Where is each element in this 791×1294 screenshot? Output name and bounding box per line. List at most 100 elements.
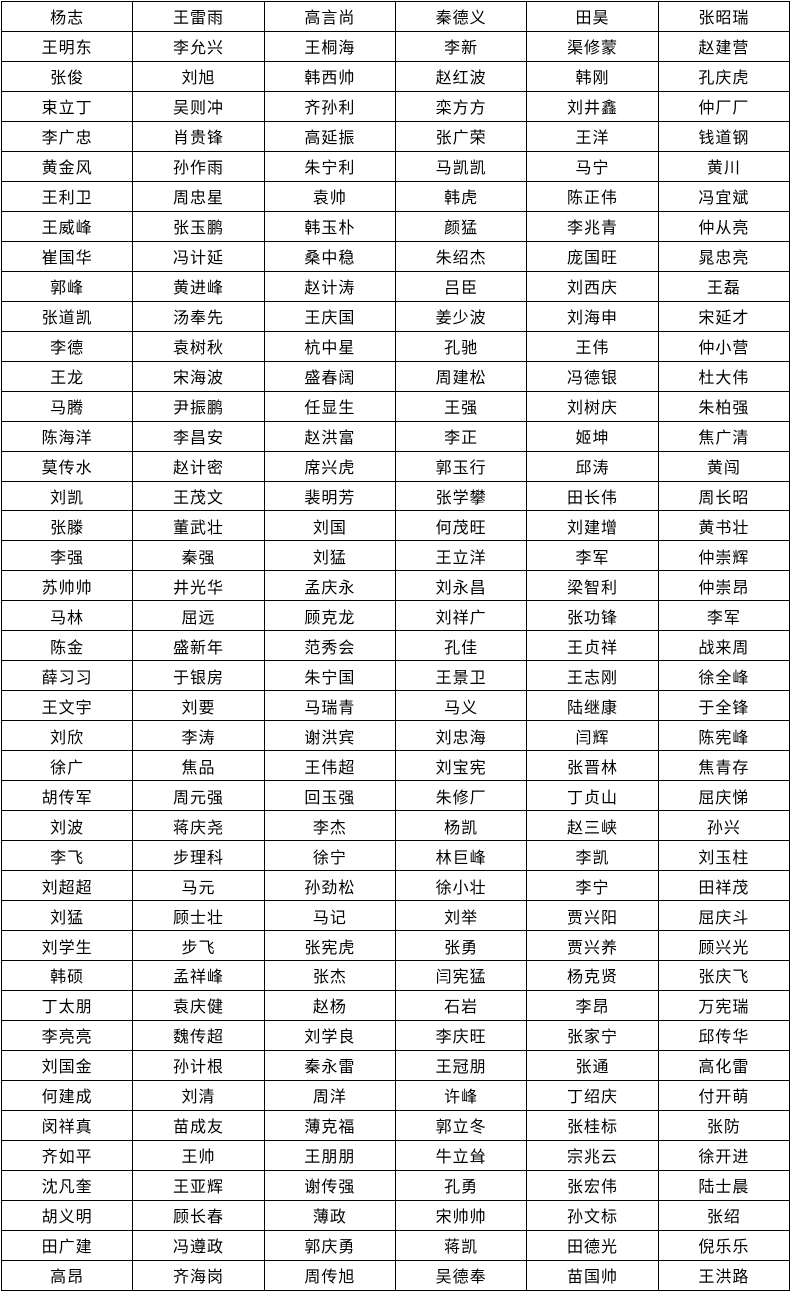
name-cell: 张广荣 xyxy=(394,120,528,152)
name-cell: 李新 xyxy=(394,30,528,62)
table-row: 沈凡奎 王亚辉 谢传强 孔勇 张宏伟 陆士晨 xyxy=(0,1169,791,1201)
name-cell: 谢传强 xyxy=(263,1169,396,1201)
name-cell: 郭峰 xyxy=(0,270,134,302)
name-cell: 徐宁 xyxy=(263,840,396,872)
name-cell: 韩虎 xyxy=(394,180,528,212)
name-cell: 张玉鹏 xyxy=(132,210,265,242)
name-cell: 朱宁国 xyxy=(263,660,396,692)
name-cell: 李庆旺 xyxy=(394,1019,528,1051)
table-row: 高昂 齐海岗 周传旭 吴德奉 苗国帅 王洪路 xyxy=(0,1259,791,1292)
name-cell: 李杰 xyxy=(263,810,396,842)
name-cell: 顾长春 xyxy=(132,1199,265,1231)
name-cell: 王亚辉 xyxy=(132,1169,265,1201)
name-cell: 仲小营 xyxy=(657,330,791,362)
name-cell: 蒋凯 xyxy=(394,1229,528,1261)
name-cell: 张杰 xyxy=(263,960,396,991)
name-cell: 焦广清 xyxy=(657,420,791,452)
table-row: 黄金风 孙作雨 朱宁利 马凯凯 马宁 黄川 xyxy=(0,150,791,182)
name-cell: 王志刚 xyxy=(526,660,659,692)
table-row: 张俊 刘旭 韩西帅 赵红波 韩刚 孔庆虎 xyxy=(0,60,791,92)
name-cell: 陈宪峰 xyxy=(657,720,791,752)
name-cell: 李宁 xyxy=(526,870,659,902)
name-cell: 王洪路 xyxy=(657,1259,791,1292)
name-cell: 于银房 xyxy=(132,660,265,692)
name-cell: 邱涛 xyxy=(526,450,659,482)
name-cell: 贾兴养 xyxy=(526,930,659,961)
name-cell: 刘宝宪 xyxy=(394,750,528,782)
name-cell: 高化雷 xyxy=(657,1049,791,1081)
name-cell: 冯德银 xyxy=(526,360,659,392)
name-cell: 张桂标 xyxy=(526,1109,659,1141)
name-cell: 王朋朋 xyxy=(263,1139,396,1171)
name-cell: 宋海波 xyxy=(132,360,265,392)
name-cell: 黄闯 xyxy=(657,450,791,482)
name-cell: 周长昭 xyxy=(657,480,791,512)
name-cell: 李军 xyxy=(526,540,659,572)
name-cell: 屈庆斗 xyxy=(657,900,791,932)
name-cell: 刘国 xyxy=(263,510,396,542)
name-cell: 王桐海 xyxy=(263,30,396,62)
name-cell: 马瑞青 xyxy=(263,690,396,722)
name-cell: 高昂 xyxy=(0,1259,134,1292)
table-row: 李强 秦强 刘猛 王立洋 李军 仲崇辉 xyxy=(0,540,791,572)
name-cell: 张滕 xyxy=(0,510,134,542)
name-cell: 刘欣 xyxy=(0,720,134,752)
name-cell: 邱传华 xyxy=(657,1019,791,1051)
table-row: 陈金 盛新年 范秀会 孔佳 王贞祥 战来周 xyxy=(0,630,791,662)
table-row: 刘猛 顾士壮 马记 刘举 贾兴阳 屈庆斗 xyxy=(0,900,791,932)
table-row: 刘学生 步飞 张宪虎 张勇 贾兴养 顾兴光 xyxy=(0,930,791,961)
name-cell: 王庆国 xyxy=(263,300,396,332)
name-cell: 周建松 xyxy=(394,360,528,392)
name-cell: 刘学生 xyxy=(0,930,134,961)
name-cell: 马凯凯 xyxy=(394,150,528,182)
name-cell: 刘超超 xyxy=(0,870,134,902)
name-cell: 王龙 xyxy=(0,360,134,392)
name-cell: 刘树庆 xyxy=(526,390,659,422)
name-cell: 高言尚 xyxy=(263,1,396,32)
table-row: 陈海洋 李昌安 赵洪富 李正 姬坤 焦广清 xyxy=(0,420,791,452)
name-cell: 颜猛 xyxy=(394,210,528,242)
name-cell: 韩刚 xyxy=(526,60,659,92)
name-cell: 周洋 xyxy=(263,1079,396,1111)
name-cell: 冯计延 xyxy=(132,240,265,272)
name-cell: 郭立冬 xyxy=(394,1109,528,1141)
name-cell: 仲崇辉 xyxy=(657,540,791,572)
name-cell: 韩西帅 xyxy=(263,60,396,92)
name-cell: 闫宪猛 xyxy=(394,960,528,991)
name-cell: 晁忠亮 xyxy=(657,240,791,272)
name-cell: 李亮亮 xyxy=(0,1019,134,1051)
name-cell: 张俊 xyxy=(0,60,134,92)
name-cell: 郭庆勇 xyxy=(263,1229,396,1261)
name-cell: 宋延才 xyxy=(657,300,791,332)
name-cell: 孙劲松 xyxy=(263,870,396,902)
table-row: 郭峰 黄进峰 赵计涛 吕臣 刘西庆 王磊 xyxy=(0,270,791,302)
name-cell: 陈正伟 xyxy=(526,180,659,212)
name-cell: 屈庆悌 xyxy=(657,780,791,812)
name-cell: 蒋庆尧 xyxy=(132,810,265,842)
name-cell: 田昊 xyxy=(526,1,659,32)
name-cell: 张宏伟 xyxy=(526,1169,659,1201)
table-row: 崔国华 冯计延 桑中稳 朱绍杰 庞国旺 晁忠亮 xyxy=(0,240,791,272)
name-cell: 秦德义 xyxy=(394,1,528,32)
name-cell: 刘建增 xyxy=(526,510,659,542)
name-cell: 薄政 xyxy=(263,1199,396,1231)
name-cell: 许峰 xyxy=(394,1079,528,1111)
name-cell: 刘海申 xyxy=(526,300,659,332)
name-cell: 韩玉朴 xyxy=(263,210,396,242)
name-cell: 沈凡奎 xyxy=(0,1169,134,1201)
name-cell: 王伟 xyxy=(526,330,659,362)
name-cell: 袁帅 xyxy=(263,180,396,212)
name-cell: 张勇 xyxy=(394,930,528,961)
name-cell: 秦强 xyxy=(132,540,265,572)
name-cell: 李昂 xyxy=(526,989,659,1021)
name-cell: 刘国金 xyxy=(0,1049,134,1081)
name-cell: 张功锋 xyxy=(526,600,659,632)
name-cell: 袁树秋 xyxy=(132,330,265,362)
name-cell: 赵三峡 xyxy=(526,810,659,842)
name-cell: 吕臣 xyxy=(394,270,528,302)
name-cell: 薄克福 xyxy=(263,1109,396,1141)
name-cell: 张晋林 xyxy=(526,750,659,782)
name-cell: 崔国华 xyxy=(0,240,134,272)
